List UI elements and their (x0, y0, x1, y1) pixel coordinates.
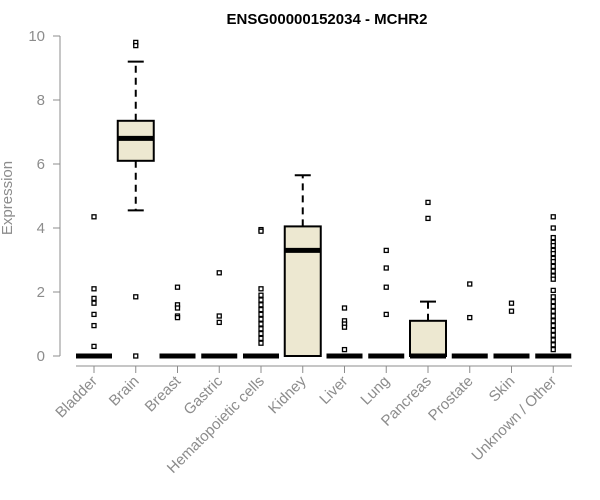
x-tick-label: Skin (486, 373, 519, 406)
outlier-point (550, 225, 556, 231)
outlier-point (467, 281, 473, 287)
outlier-point (258, 228, 264, 234)
outlier-point (216, 319, 222, 326)
outlier-point (258, 311, 264, 318)
outlier-point (341, 324, 348, 330)
outlier-point (508, 300, 515, 306)
outlier-point (550, 268, 556, 274)
outlier-point (216, 313, 222, 319)
outlier-point (216, 270, 222, 276)
outlier-point (508, 308, 515, 314)
outlier-point (550, 313, 556, 319)
y-tick-label: 2 (37, 284, 45, 301)
outlier-point (91, 214, 97, 220)
outlier-point (258, 340, 264, 346)
outlier-point (550, 337, 556, 343)
x-tick-label: Liver (316, 373, 351, 408)
box-iqr (283, 225, 322, 357)
outlier-point (550, 298, 556, 305)
outlier-point (91, 286, 97, 292)
outlier-point (425, 215, 431, 222)
outlier-point (341, 346, 348, 353)
box-pancreas (409, 199, 447, 359)
outlier-point (550, 258, 556, 265)
outlier-point (550, 303, 556, 310)
outlier-point (550, 327, 556, 334)
y-tick-label: 0 (37, 348, 45, 365)
box-kidney (283, 174, 322, 357)
outlier-point (550, 287, 556, 294)
outlier-point (383, 284, 389, 290)
outlier-point (467, 314, 473, 321)
outlier-point (91, 300, 97, 306)
outlier-point (258, 302, 264, 308)
x-tick-label: Bladder (52, 373, 101, 422)
y-ticks: 0 2 4 6 8 10 (28, 28, 60, 365)
outlier-point (550, 234, 556, 241)
outlier-point (341, 305, 348, 311)
outlier-point (258, 306, 264, 313)
box-prostate (451, 281, 488, 359)
outlier-point (550, 242, 556, 249)
y-axis-label: Expression (0, 161, 16, 235)
outlier-point (258, 292, 264, 298)
outlier-point (91, 343, 97, 350)
box-hematopoietic-cells (243, 226, 279, 359)
box-brain (116, 39, 155, 359)
y-tick-label: 8 (37, 92, 45, 109)
outlier-point (258, 286, 264, 292)
outlier-point (550, 308, 556, 314)
x-tick-label: Lung (357, 373, 393, 409)
outlier-point (550, 276, 556, 282)
outlier-point (258, 330, 264, 337)
outlier-point (550, 294, 556, 300)
outlier-point (258, 297, 264, 303)
boxes (76, 39, 572, 359)
box-lung (368, 247, 405, 359)
box-gastric (201, 270, 238, 359)
outlier-point (258, 316, 264, 322)
outlier-point (91, 322, 97, 329)
box-liver (326, 305, 363, 359)
outlier-point (550, 332, 556, 338)
box-iqr (409, 319, 447, 357)
outlier-point (258, 326, 264, 332)
outlier-point (174, 284, 181, 290)
outlier-point (550, 263, 556, 270)
outlier-point (133, 294, 139, 300)
outlier-point (383, 311, 389, 318)
outlier-point (550, 250, 556, 257)
outlier-point (550, 322, 556, 329)
outlier-point (550, 318, 556, 324)
outlier-point (258, 335, 264, 342)
chart-title: ENSG00000152034 - MCHR2 (227, 11, 428, 28)
outlier-point (383, 265, 389, 271)
outlier-point (258, 321, 264, 327)
outlier-point (133, 42, 139, 49)
outlier-point (550, 346, 556, 353)
box-breast (159, 284, 196, 359)
outlier-point (91, 311, 97, 318)
outlier-point (550, 342, 556, 348)
y-tick-label: 4 (37, 220, 45, 237)
y-tick-label: 6 (37, 156, 45, 173)
y-tick-label: 10 (28, 28, 45, 45)
outlier-point (91, 295, 97, 302)
outlier-point (550, 214, 556, 220)
box-bladder (76, 214, 112, 359)
outlier-point (133, 353, 139, 359)
box-unknown-other (535, 214, 572, 359)
x-tick-label: Kidney (265, 372, 310, 417)
outlier-point (174, 305, 181, 311)
x-tick-label: Brain (106, 373, 143, 410)
box-skin (493, 300, 530, 359)
x-tick-label: Prostate (425, 373, 477, 425)
outlier-point (174, 314, 181, 321)
outlier-point (383, 247, 389, 254)
outlier-point (425, 199, 431, 206)
x-tick-label: Breast (142, 372, 185, 415)
